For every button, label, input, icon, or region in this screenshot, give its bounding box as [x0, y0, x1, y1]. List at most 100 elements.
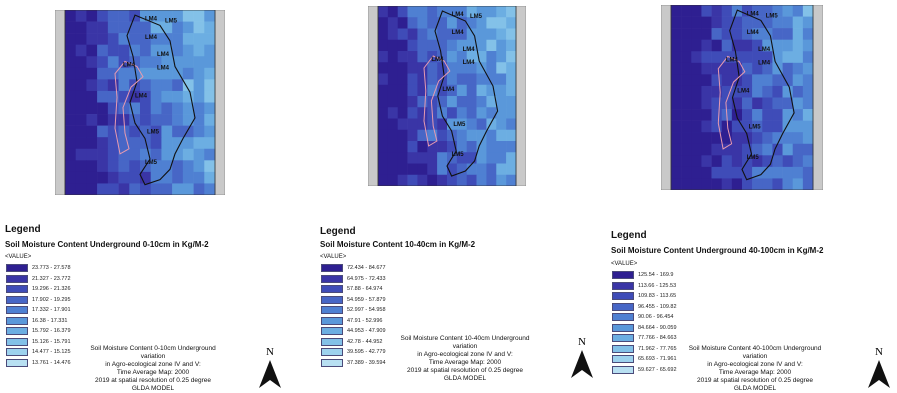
- legend-class-item: 47.91 - 52.996: [321, 316, 386, 327]
- zone-label: LM4: [442, 87, 455, 93]
- legend-swatch: [6, 316, 28, 325]
- legend-class-item: 44.953 - 47.909: [321, 326, 386, 337]
- zone-label: LM5: [452, 152, 465, 158]
- value-label: <VALUE>: [611, 261, 638, 267]
- legend-class-item: 37.389 - 39.594: [321, 358, 386, 369]
- legend-class-item: 21.327 - 23.772: [6, 274, 71, 285]
- legend-class-item: 72.434 - 84.677: [321, 263, 386, 274]
- caption-line: GLDA MODEL: [733, 385, 777, 392]
- legend-classes: 72.434 - 84.677 64.975 - 72.433 57.88 - 64…: [321, 263, 386, 368]
- legend-class-label: 84.664 - 90.059: [638, 324, 677, 331]
- north-arrow-icon: N: [868, 346, 890, 388]
- legend-classes: 125.54 - 169.9 113.66 - 125.53 109.83 - 11…: [612, 270, 677, 375]
- soil-moisture-map: LM4 LM5 LM4 LM4 LM4 LM4 LM4 LM5 LM5: [661, 5, 823, 190]
- value-label: <VALUE>: [5, 254, 32, 260]
- zone-label: LM4: [747, 30, 760, 36]
- legend-class-label: 15.792 - 16.379: [32, 328, 71, 335]
- legend-class-item: 13.761 - 14.476: [6, 358, 71, 369]
- zone-label: LM4: [145, 16, 158, 22]
- legend-swatch: [612, 281, 634, 290]
- value-label: <VALUE>: [320, 254, 347, 260]
- legend-class-label: 96.455 - 109.82: [638, 303, 677, 310]
- legend-swatch: [321, 285, 343, 294]
- legend-swatch: [612, 292, 634, 301]
- legend-class-item: 19.296 - 21.326: [6, 284, 71, 295]
- caption-line: Soil Moisture Content 10-40cm Undergroun…: [400, 335, 530, 350]
- zone-label: LM4: [452, 30, 465, 36]
- legend-title: Legend: [320, 226, 356, 237]
- legend-class-label: 72.434 - 84.677: [347, 265, 386, 272]
- zone-label: LM4: [452, 12, 465, 18]
- legend-subtitle: Soil Moisture Content Underground 0-10cm…: [5, 240, 209, 249]
- legend-swatch: [321, 264, 343, 273]
- legend-title: Legend: [5, 224, 41, 235]
- legend-class-item: 54.959 - 57.879: [321, 295, 386, 306]
- legend-classes: 23.773 - 27.578 21.327 - 23.772 19.296 - 2…: [6, 263, 71, 368]
- legend-class-item: 77.766 - 84.663: [612, 333, 677, 344]
- legend-swatch: [612, 355, 634, 364]
- legend-class-item: 15.792 - 16.379: [6, 326, 71, 337]
- legend-class-label: 23.773 - 27.578: [32, 265, 71, 272]
- legend-class-label: 17.332 - 17.901: [32, 307, 71, 314]
- zone-label: LM5: [747, 155, 760, 161]
- legend-class-label: 71.962 - 77.765: [638, 345, 677, 352]
- legend-subtitle: Soil Moisture Content Underground 40-100…: [611, 246, 824, 255]
- legend-class-label: 125.54 - 169.9: [638, 272, 674, 279]
- zone-label: LM4: [758, 47, 771, 53]
- legend-class-item: 15.126 - 15.791: [6, 337, 71, 348]
- legend-swatch: [612, 344, 634, 353]
- north-arrow-icon: N: [259, 346, 281, 388]
- map-caption: Soil Moisture Content 40-100cm Undergrou…: [680, 345, 830, 393]
- legend-swatch: [612, 271, 634, 280]
- zone-label: LM5: [453, 122, 466, 128]
- legend-class-item: 59.627 - 65.692: [612, 365, 677, 376]
- legend-swatch: [612, 334, 634, 343]
- legend-class-label: 52.997 - 54.958: [347, 307, 386, 314]
- legend-class-item: 113.66 - 125.53: [612, 281, 677, 292]
- legend-swatch: [6, 358, 28, 367]
- legend-class-item: 23.773 - 27.578: [6, 263, 71, 274]
- legend-class-label: 39.595 - 42.779: [347, 349, 386, 356]
- legend-class-label: 44.953 - 47.909: [347, 328, 386, 335]
- legend-class-label: 77.766 - 84.663: [638, 335, 677, 342]
- legend-class-item: 109.83 - 113.65: [612, 291, 677, 302]
- north-arrow-icon: N: [571, 336, 593, 378]
- legend-subtitle: Soil Moisture Content 10-40cm in Kg/M-2: [320, 240, 476, 249]
- legend-swatch: [612, 302, 634, 311]
- legend-class-item: 14.477 - 15.125: [6, 347, 71, 358]
- legend-class-label: 14.477 - 15.125: [32, 349, 71, 356]
- legend-swatch: [612, 323, 634, 332]
- legend-class-label: 113.66 - 125.53: [638, 282, 677, 289]
- legend-swatch: [321, 295, 343, 304]
- legend-class-item: 17.332 - 17.901: [6, 305, 71, 316]
- legend-class-item: 125.54 - 169.9: [612, 270, 677, 281]
- zone-label: LM4: [135, 93, 148, 99]
- legend-swatch: [321, 348, 343, 357]
- legend-class-item: 65.693 - 71.961: [612, 354, 677, 365]
- soil-moisture-map: LM4 LM5 LM4 LM4 LM4 LM4 LM4 LM5 LM5: [55, 10, 225, 195]
- legend-class-item: 96.455 - 109.82: [612, 302, 677, 313]
- zone-label: LM4: [145, 35, 158, 41]
- legend-swatch: [6, 306, 28, 315]
- legend-class-item: 71.962 - 77.765: [612, 344, 677, 355]
- legend-class-label: 47.91 - 52.996: [347, 317, 383, 324]
- legend-swatch: [6, 327, 28, 336]
- legend-swatch: [321, 274, 343, 283]
- legend-class-label: 17.902 - 19.295: [32, 296, 71, 303]
- legend-swatch: [6, 285, 28, 294]
- legend-swatch: [6, 348, 28, 357]
- legend-class-label: 21.327 - 23.772: [32, 275, 71, 282]
- legend-swatch: [6, 264, 28, 273]
- zone-label: LM4: [463, 47, 476, 53]
- legend-class-label: 65.693 - 71.961: [638, 356, 677, 363]
- soil-moisture-map: LM4 LM5 LM4 LM4 LM4 LM4 LM4 LM5 LM5: [368, 6, 526, 186]
- zone-label: LM5: [147, 129, 160, 135]
- legend-class-label: 19.296 - 21.326: [32, 286, 71, 293]
- zone-label: LM5: [470, 14, 483, 20]
- caption-line: in Agro-ecological zone IV and V:: [707, 361, 803, 368]
- legend-class-label: 54.959 - 57.879: [347, 296, 386, 303]
- zone-label: LM4: [758, 61, 771, 67]
- zone-label: LM4: [157, 52, 170, 58]
- caption-line: in Agro-ecological zone IV and V:: [105, 361, 201, 368]
- legend-class-item: 57.88 - 64.974: [321, 284, 386, 295]
